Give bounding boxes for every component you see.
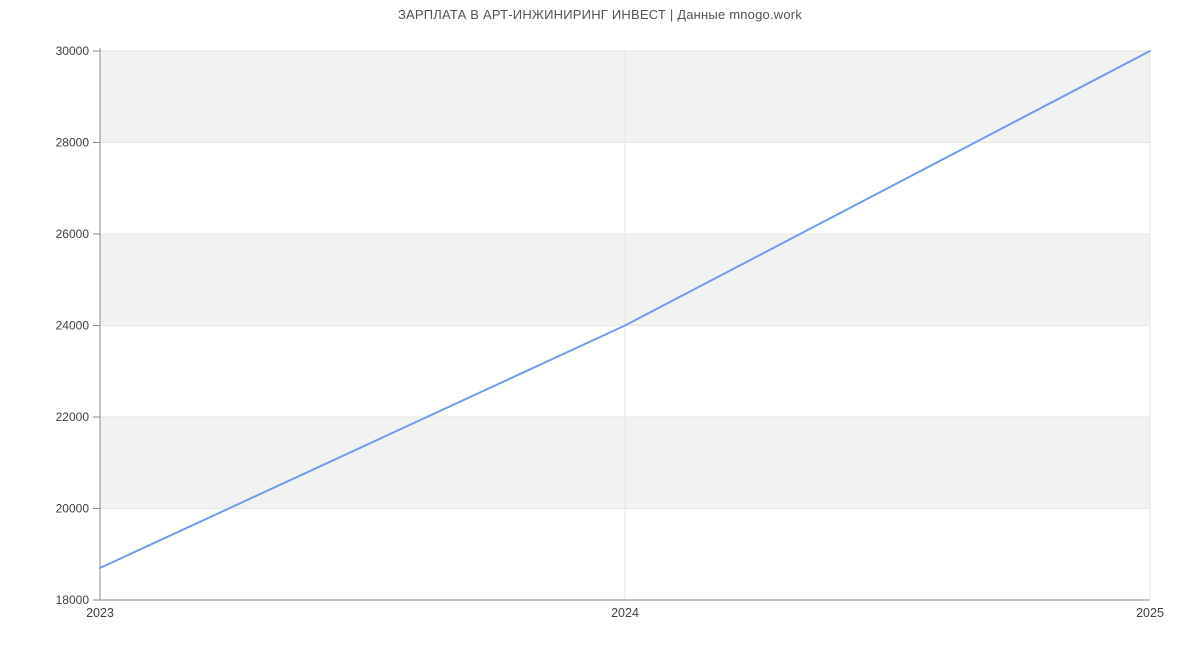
y-tick-label: 30000: [56, 44, 90, 58]
x-tick-label: 2023: [86, 606, 114, 620]
x-tick-label: 2024: [611, 606, 639, 620]
y-tick-label: 28000: [56, 136, 90, 150]
y-tick-label: 24000: [56, 319, 90, 333]
chart-title: ЗАРПЛАТА В АРТ-ИНЖИНИРИНГ ИНВЕСТ | Данны…: [397, 7, 803, 22]
y-tick-label: 18000: [56, 593, 90, 607]
y-tick-label: 26000: [56, 227, 90, 241]
salary-line: [99, 50, 1151, 569]
x-tick-label: 2025: [1136, 606, 1164, 620]
y-tick-label: 22000: [56, 410, 90, 424]
y-tick-label: 20000: [56, 502, 90, 516]
